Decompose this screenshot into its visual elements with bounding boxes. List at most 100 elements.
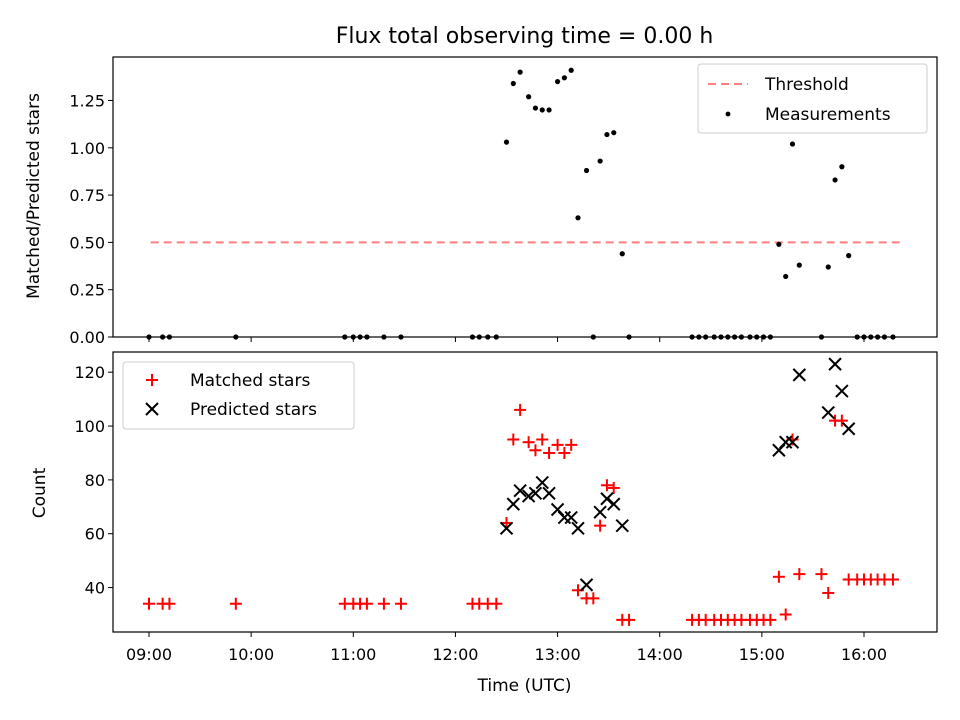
bottom-y-axis-label: Count xyxy=(30,467,50,518)
x-tick-label: 09:00 xyxy=(126,645,172,664)
bottom-y-tick-label: 40 xyxy=(85,579,105,598)
matched-legend-label: Matched stars xyxy=(190,371,310,391)
x-tick-label: 10:00 xyxy=(228,645,274,664)
predicted-star-stroke-b xyxy=(792,368,807,382)
top-y-tick-label: 0.75 xyxy=(69,186,105,205)
matched-star-point xyxy=(835,414,848,427)
bottom-plot-frame xyxy=(112,351,938,633)
matched-star-point xyxy=(163,597,176,610)
predicted-star-point xyxy=(841,422,856,436)
top-legend-box xyxy=(697,63,928,134)
top-y-axis-label: Matched/Predicted stars xyxy=(24,93,44,299)
x-tick-label: 14:00 xyxy=(637,645,683,664)
measurement-point xyxy=(783,273,789,280)
matched-star-point xyxy=(536,433,549,446)
measurement-point xyxy=(789,141,796,147)
x-tick-label: 11:00 xyxy=(330,645,376,664)
measurements-legend-label: Measurements xyxy=(765,105,891,125)
matched-star-point xyxy=(543,446,556,459)
measurements-legend-marker xyxy=(725,111,731,117)
measurement-point xyxy=(561,75,567,81)
top-y-tick-label: 1.00 xyxy=(69,139,105,158)
measurement-point xyxy=(846,253,852,259)
chart-title: Flux total observing time = 0.00 h xyxy=(336,24,714,49)
x-tick-label: 15:00 xyxy=(739,645,785,664)
measurement-point xyxy=(604,131,610,138)
matched-star-point xyxy=(229,597,242,610)
measurement-point xyxy=(503,139,510,145)
matched-star-point xyxy=(143,597,155,610)
measurement-point xyxy=(575,215,581,221)
predicted-star-point xyxy=(513,483,527,498)
predicted-star-point xyxy=(785,435,800,449)
bottom-y-tick-label: 60 xyxy=(85,525,105,544)
bottom-y-tick-label: 80 xyxy=(85,471,105,490)
measurement-point xyxy=(839,164,845,170)
measurement-point xyxy=(597,158,603,164)
matched-star-point xyxy=(607,481,620,494)
predicted-star-stroke-b xyxy=(600,492,614,506)
measurement-point xyxy=(619,251,625,257)
matched-star-point xyxy=(394,597,407,610)
matched-star-point xyxy=(558,446,571,459)
predicted-star-stroke-b xyxy=(499,521,514,536)
predicted-star-point xyxy=(835,384,849,398)
measurement-point xyxy=(583,167,590,174)
matched-legend-marker xyxy=(146,374,158,386)
matched-star-point xyxy=(600,479,613,492)
predicted-star-point xyxy=(542,486,556,501)
predicted-star-stroke-b xyxy=(615,518,629,533)
predicted-star-stroke-b xyxy=(821,405,835,420)
top-y-tick-label: 0.00 xyxy=(69,328,105,347)
predicted-star-stroke-b xyxy=(571,521,585,536)
matched-star-point xyxy=(377,597,390,610)
ratio-panel: Flux total observing time = 0.00 h Match… xyxy=(24,24,938,347)
predicted-star-point xyxy=(600,492,614,506)
predicted-star-point xyxy=(499,521,514,536)
measurement-point xyxy=(517,69,523,75)
predicted-star-point xyxy=(828,357,842,371)
top-plot-layer: 0.00 0.25 0.50 0.75 1.00 1.25 xyxy=(69,67,902,347)
measurement-point xyxy=(554,78,561,85)
predicted-star-point xyxy=(506,497,521,511)
predicted-star-point xyxy=(579,578,594,592)
matched-star-point xyxy=(514,403,527,416)
predicted-star-point xyxy=(571,521,585,536)
matched-star-point xyxy=(779,608,792,621)
matched-star-point xyxy=(565,438,578,451)
matched-star-point xyxy=(822,586,835,599)
predicted-star-stroke-b xyxy=(785,435,800,449)
top-y-tick-label: 0.25 xyxy=(69,281,105,300)
measurement-point xyxy=(825,264,831,270)
x-tick-label: 16:00 xyxy=(841,645,887,664)
predicted-star-stroke-b xyxy=(521,489,536,503)
top-y-tick-label: 1.25 xyxy=(69,92,105,111)
matched-star-point xyxy=(587,592,600,605)
measurement-point xyxy=(796,262,802,268)
predicted-legend-marker xyxy=(145,402,159,416)
predicted-star-point xyxy=(535,475,549,490)
matched-star-point xyxy=(764,613,777,626)
matched-star-point xyxy=(507,433,520,446)
matched-star-point xyxy=(529,444,542,457)
top-plot-frame xyxy=(112,56,938,338)
predicted-star-stroke-b xyxy=(607,497,621,511)
predicted-star-stroke-b xyxy=(579,578,594,592)
measurement-point xyxy=(832,177,838,183)
x-tick-label: 13:00 xyxy=(535,645,581,664)
matched-star-point xyxy=(886,573,899,586)
measurement-point xyxy=(526,94,532,100)
predicted-star-point xyxy=(593,505,607,519)
bottom-y-tick-label: 120 xyxy=(74,363,105,382)
top-legend: Threshold Measurements xyxy=(697,63,928,134)
count-panel: Count Time (UTC) 40 60 80 100 120 09:00 10:00 1… xyxy=(30,351,938,696)
predicted-star-stroke-b xyxy=(564,510,578,525)
matched-star-point xyxy=(551,438,564,451)
matched-star-point xyxy=(490,597,503,610)
matched-star-point xyxy=(623,613,636,626)
matched-star-point xyxy=(815,568,828,581)
predicted-star-stroke-b xyxy=(542,486,556,501)
predicted-star-stroke-b xyxy=(593,505,607,519)
bottom-plot-layer: 40 60 80 100 120 09:00 10:00 11:00 12:00 13:00 14:… xyxy=(74,357,899,664)
